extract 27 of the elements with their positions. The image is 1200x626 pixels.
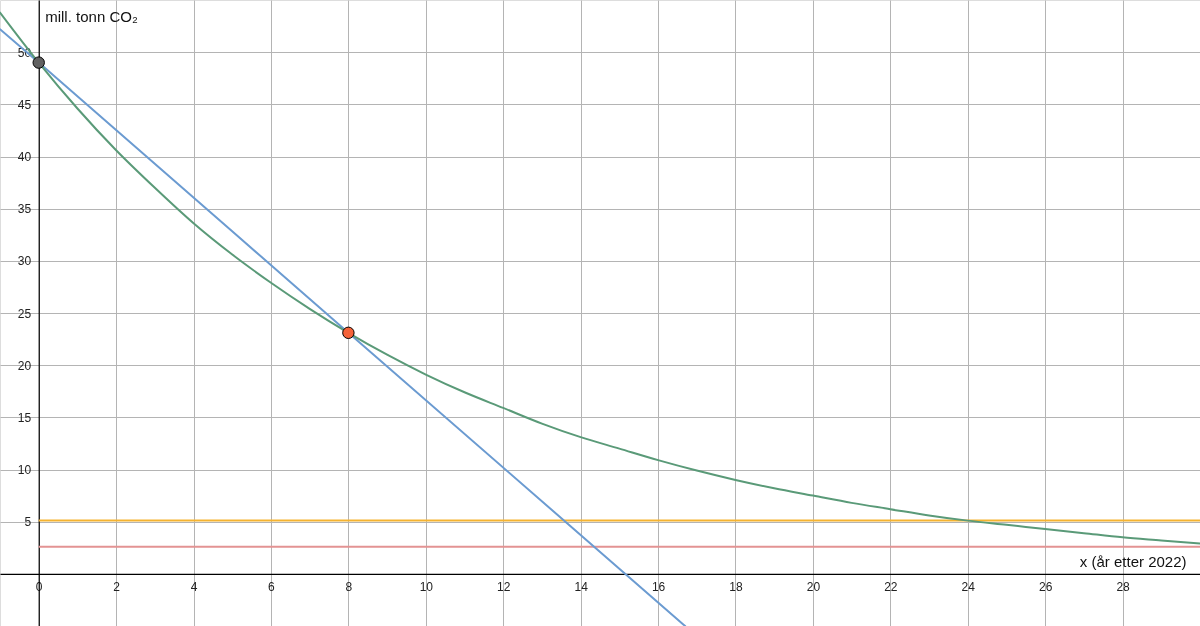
y-tick-label: 35 (17, 202, 32, 217)
x-tick-label: 26 (1038, 580, 1053, 595)
y-tick-label: 30 (17, 254, 32, 269)
x-tick-label: 12 (497, 580, 511, 595)
y-tick-label: 40 (17, 150, 32, 164)
x-tick-label: 14 (574, 580, 589, 595)
y-tick-label: 20 (17, 358, 32, 373)
x-tick-label: 16 (651, 580, 666, 595)
x-tick-label: 24 (961, 580, 976, 595)
x-tick-label: 20 (806, 580, 821, 595)
y-tick-label: 15 (17, 410, 32, 425)
line-series (0, 11, 1200, 545)
y-axis-title: mill. tonn CO₂ (45, 7, 138, 25)
x-tick-label: 6 (268, 580, 276, 595)
y-tick-label: 45 (17, 97, 32, 112)
x-tick-label: 22 (884, 580, 898, 595)
x-tick-label: 2 (113, 580, 121, 595)
x-axis-title: x (år etter 2022) (1079, 553, 1187, 571)
x-tick-label: 4 (190, 580, 198, 595)
x-tick-label: 10 (419, 580, 434, 595)
y-tick-label: 5 (24, 515, 32, 530)
x-tick-label: 8 (345, 580, 353, 595)
y-tick-label: 10 (17, 463, 32, 477)
line-series (0, 28, 687, 626)
y-tick-label: 25 (17, 306, 32, 321)
x-tick-label: 18 (729, 580, 743, 595)
x-tick-label: 28 (1116, 580, 1131, 595)
